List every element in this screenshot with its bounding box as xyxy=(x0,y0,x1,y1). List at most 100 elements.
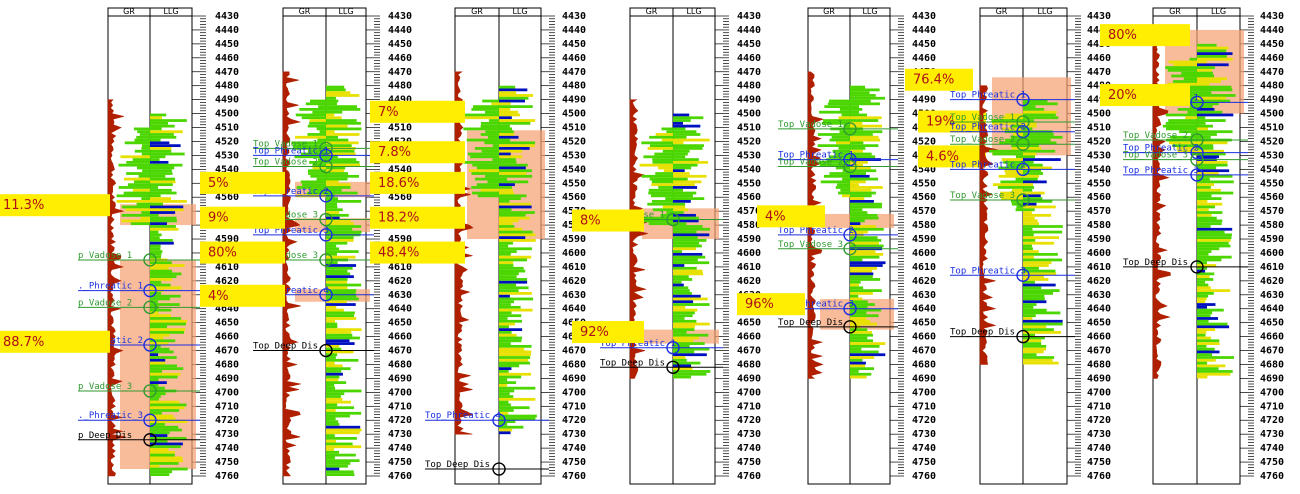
llg-fill xyxy=(1197,367,1219,371)
llg-fill xyxy=(150,339,176,343)
depth-label: 4740 xyxy=(1087,443,1111,454)
llg-fill xyxy=(499,389,515,393)
llg-header: LLG xyxy=(1211,7,1226,16)
llg-fill xyxy=(850,331,873,334)
gr-infill xyxy=(663,169,673,173)
llg-fill xyxy=(1023,258,1063,262)
llg-fill xyxy=(326,439,337,443)
llg-fill xyxy=(499,269,526,273)
llg-fill xyxy=(326,211,340,214)
percentage-label: 7.8% xyxy=(378,145,411,160)
llg-fill xyxy=(1023,216,1035,220)
gr-infill xyxy=(1176,147,1197,150)
llg-fill xyxy=(150,116,162,120)
llg-fill xyxy=(150,160,169,164)
llg-fill xyxy=(326,370,342,373)
llg-fill xyxy=(150,364,178,368)
gr-infill xyxy=(484,141,499,145)
depth-label: 4600 xyxy=(1260,248,1284,259)
gr-infill xyxy=(1011,188,1023,192)
gr-infill xyxy=(293,144,326,148)
gr-infill xyxy=(124,177,150,181)
gr-infill xyxy=(300,180,326,184)
llg-fill xyxy=(499,110,519,114)
llg-fill xyxy=(150,336,164,340)
llg-fill xyxy=(1023,264,1049,267)
llg-fill xyxy=(673,339,694,343)
gr-infill xyxy=(654,152,673,156)
llg-fill xyxy=(1023,138,1051,142)
gr-infill xyxy=(648,188,673,192)
llg-fill xyxy=(1023,286,1042,290)
llg-fill xyxy=(850,121,863,125)
depth-label: 4510 xyxy=(1087,123,1111,134)
gr-infill xyxy=(142,169,150,173)
llg-fill xyxy=(1023,305,1034,309)
llg-fill xyxy=(1023,110,1057,114)
top-label: Top_Phreatic_4 xyxy=(253,286,329,296)
llg-fill xyxy=(1023,283,1056,287)
llg-fill xyxy=(150,127,162,131)
llg-fill xyxy=(150,152,185,156)
gr-infill xyxy=(652,158,673,161)
depth-label: 4510 xyxy=(388,123,412,134)
llg-fill xyxy=(150,395,161,398)
depth-label: 4550 xyxy=(562,178,586,189)
gr-infill xyxy=(125,208,150,212)
llg-fill xyxy=(326,105,357,108)
llg-fill xyxy=(1197,239,1231,242)
gr-infill xyxy=(472,191,499,195)
llg-fill xyxy=(326,264,357,267)
depth-label: 4670 xyxy=(388,346,412,357)
llg-fill xyxy=(850,255,880,259)
llg-fill xyxy=(150,124,175,128)
top-label: Top_Phreatic_2 xyxy=(778,226,854,236)
llg-fill xyxy=(1197,200,1208,203)
gr-infill xyxy=(1000,180,1023,184)
llg-fill xyxy=(1197,336,1211,340)
llg-fill xyxy=(499,392,510,396)
llg-fill xyxy=(150,174,166,178)
percentage-label: 88.7% xyxy=(3,335,44,350)
llg-fill xyxy=(150,356,177,359)
depth-label: 4610 xyxy=(388,262,412,273)
llg-fill xyxy=(1197,308,1224,312)
depth-label: 4450 xyxy=(912,39,936,50)
llg-fill xyxy=(326,186,351,189)
llg-fill xyxy=(1197,264,1217,267)
depth-label: 4620 xyxy=(912,276,936,287)
top-label: Top_Phreatic_3 xyxy=(950,266,1026,276)
llg-fill xyxy=(1023,172,1044,175)
llg-fill xyxy=(499,124,510,128)
top-marker xyxy=(843,320,857,334)
gr-infill xyxy=(652,160,673,164)
llg-fill xyxy=(326,275,354,279)
llg-fill xyxy=(850,278,881,281)
llg-fill xyxy=(1197,375,1208,379)
top-label: p_Vadose_3 xyxy=(78,382,132,392)
depth-label: 4540 xyxy=(215,164,239,175)
llg-fill xyxy=(850,177,879,181)
llg-fill xyxy=(499,133,515,136)
llg-fill xyxy=(150,325,168,329)
llg-fill xyxy=(326,102,337,106)
depth-label: 4730 xyxy=(562,429,586,440)
llg-fill xyxy=(850,188,872,192)
depth-label: 4430 xyxy=(737,11,761,22)
llg-fill xyxy=(499,384,508,387)
depth-label: 4740 xyxy=(562,443,586,454)
llg-fill xyxy=(1023,160,1034,164)
llg-fill xyxy=(673,319,697,323)
top-marker xyxy=(666,341,680,355)
percentage-label: 4% xyxy=(208,289,229,304)
llg-fill xyxy=(673,188,684,192)
llg-fill xyxy=(673,130,697,134)
llg-fill xyxy=(1197,105,1213,108)
depth-label: 4490 xyxy=(562,95,586,106)
llg-fill xyxy=(150,453,175,457)
llg-fill xyxy=(150,314,171,318)
llg-fill xyxy=(1197,297,1207,301)
depth-label: 4510 xyxy=(562,123,586,134)
llg-fill xyxy=(673,314,693,318)
llg-fill xyxy=(326,336,360,340)
